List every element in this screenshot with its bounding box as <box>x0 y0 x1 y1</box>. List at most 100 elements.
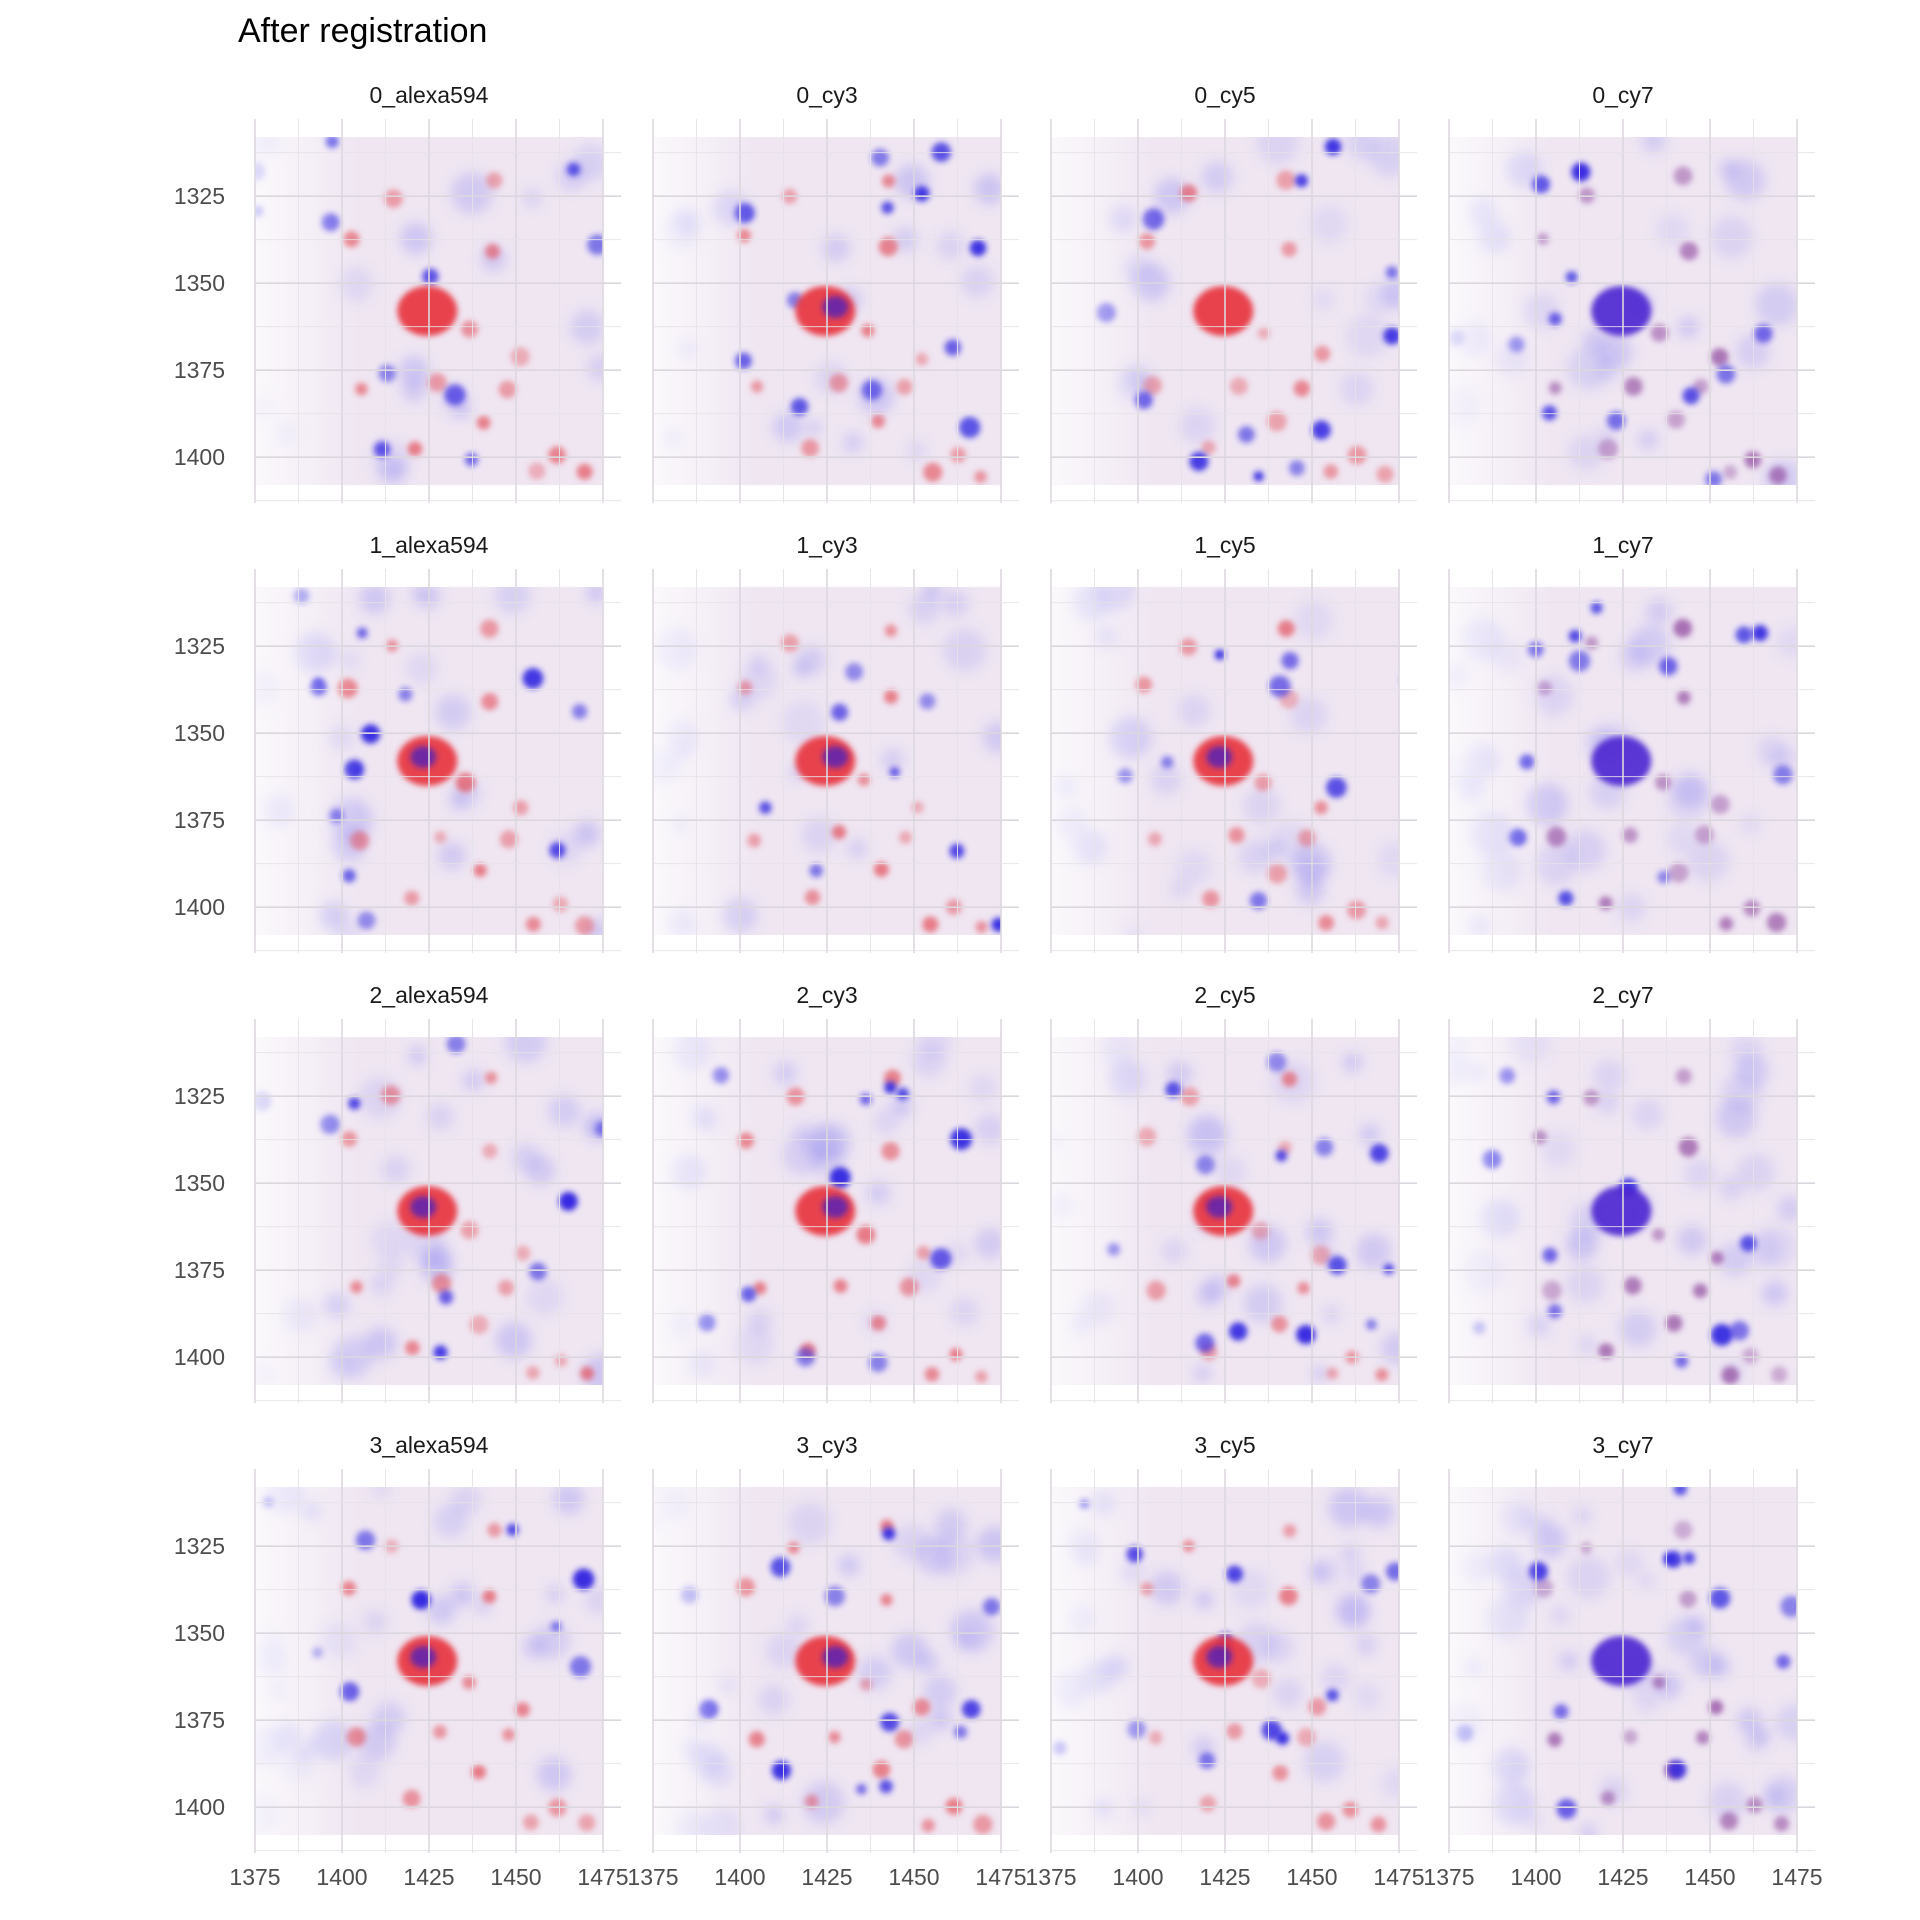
gridlines <box>1448 1019 1815 1403</box>
image-spots <box>1449 1487 1797 1835</box>
x-tick-label: 1400 <box>714 1864 765 1890</box>
facet-strip-label: 0_alexa594 <box>370 82 489 108</box>
facet-panel-1_alexa594: 1_alexa594 1325 1350 1375 1400 <box>174 532 621 953</box>
x-tick-label: 1425 <box>1597 1864 1648 1890</box>
x-tick-label: 1375 <box>1423 1864 1474 1890</box>
facet-panel-2_cy5: 2_cy5 <box>1050 982 1417 1403</box>
image-spots <box>255 1487 603 1835</box>
gridlines <box>652 569 1019 953</box>
y-tick-label: 1325 <box>174 1533 225 1559</box>
gridlines <box>652 119 1019 503</box>
y-tick-label: 1400 <box>174 1344 225 1370</box>
plot-title: After registration <box>238 12 487 50</box>
facet-strip-label: 2_cy5 <box>1194 982 1255 1008</box>
gridlines <box>1050 569 1417 953</box>
facet-strip-label: 2_cy7 <box>1592 982 1653 1008</box>
facet-panel-2_cy3: 2_cy3 <box>652 982 1019 1403</box>
x-tick-label: 1475 <box>975 1864 1026 1890</box>
image-spots <box>1051 587 1414 935</box>
facet-panel-2_cy7: 2_cy7 <box>1448 982 1815 1403</box>
y-tick-label: 1325 <box>174 1083 225 1109</box>
x-tick-label: 1450 <box>490 1864 541 1890</box>
x-tick-label: 1400 <box>1112 1864 1163 1890</box>
facet-panel-2_alexa594: 2_alexa594 1325 1350 1375 1400 <box>174 982 621 1403</box>
facet-strip-label: 0_cy3 <box>796 82 857 108</box>
gridlines <box>254 1469 621 1853</box>
facet-panel-0_cy3: 0_cy3 <box>652 82 1019 503</box>
y-tick-label: 1350 <box>174 720 225 746</box>
x-tick-label: 1450 <box>888 1864 939 1890</box>
facet-panel-1_cy3: 1_cy3 <box>652 532 1019 953</box>
image-spots <box>653 1037 1001 1385</box>
gridlines <box>1050 1019 1417 1403</box>
x-tick-label: 1475 <box>1771 1864 1822 1890</box>
gridlines <box>1448 569 1815 953</box>
image-spots <box>1051 1037 1399 1385</box>
x-tick-label: 1475 <box>577 1864 628 1890</box>
facet-strip-label: 1_alexa594 <box>370 532 489 558</box>
facet-strip-label: 2_cy3 <box>796 982 857 1008</box>
image-spots <box>1449 1037 1797 1385</box>
facet-panel-1_cy7: 1_cy7 <box>1448 532 1815 953</box>
x-tick-label: 1425 <box>403 1864 454 1890</box>
x-tick-label: 1475 <box>1373 1864 1424 1890</box>
facet-panel-3_cy7: 3_cy7 1375 1400 1425 1450 1475 <box>1423 1432 1822 1890</box>
image-spots <box>255 587 603 935</box>
image-spots <box>653 137 1001 485</box>
facet-strip-label: 3_cy5 <box>1194 1432 1255 1458</box>
facet-strip-label: 3_cy3 <box>796 1432 857 1458</box>
y-tick-label: 1375 <box>174 357 225 383</box>
x-tick-label: 1375 <box>1025 1864 1076 1890</box>
facet-panel-1_cy5: 1_cy5 <box>1050 532 1417 953</box>
x-tick-label: 1400 <box>1510 1864 1561 1890</box>
facet-panel-3_cy3: 3_cy3 1375 1400 1425 1450 1475 <box>627 1432 1026 1890</box>
gridlines <box>1050 119 1417 503</box>
facet-strip-label: 1_cy3 <box>796 532 857 558</box>
facet-strip-label: 3_cy7 <box>1592 1432 1653 1458</box>
blue-spot <box>1401 674 1414 687</box>
facet-strip-label: 3_alexa594 <box>370 1432 489 1458</box>
gridlines <box>254 119 621 503</box>
y-tick-label: 1325 <box>174 183 225 209</box>
x-tick-label: 1375 <box>229 1864 280 1890</box>
y-tick-label: 1400 <box>174 444 225 470</box>
y-tick-label: 1375 <box>174 807 225 833</box>
facet-strip-label: 1_cy5 <box>1194 532 1255 558</box>
gridlines <box>1050 1469 1417 1853</box>
gridlines <box>652 1019 1019 1403</box>
y-tick-label: 1325 <box>174 633 225 659</box>
gridlines <box>254 1019 621 1403</box>
x-tick-label: 1425 <box>801 1864 852 1890</box>
facet-strip-label: 1_cy7 <box>1592 532 1653 558</box>
y-tick-label: 1375 <box>174 1257 225 1283</box>
y-tick-label: 1350 <box>174 1170 225 1196</box>
image-spots <box>1449 137 1797 485</box>
gridlines <box>652 1469 1019 1853</box>
facet-panel-0_alexa594: 0_alexa594 1325 1350 1375 1400 <box>174 82 621 503</box>
x-tick-label: 1450 <box>1684 1864 1735 1890</box>
y-tick-label: 1350 <box>174 1620 225 1646</box>
gridlines <box>1448 1469 1815 1853</box>
x-tick-label: 1400 <box>316 1864 367 1890</box>
facet-panel-0_cy7: 0_cy7 <box>1448 82 1815 503</box>
facet-panels: 0_alexa594 1325 1350 1375 1400 0_cy3 0_cy5 0_cy… <box>174 82 1823 1890</box>
x-tick-label: 1425 <box>1199 1864 1250 1890</box>
x-tick-label: 1375 <box>627 1864 678 1890</box>
facet-panel-0_cy5: 0_cy5 <box>1050 82 1417 503</box>
facet-strip-label: 2_alexa594 <box>370 982 489 1008</box>
image-spots <box>1051 1487 1399 1835</box>
image-spots <box>1051 137 1399 485</box>
y-tick-label: 1400 <box>174 894 225 920</box>
facet-strip-label: 0_cy5 <box>1194 82 1255 108</box>
y-tick-label: 1400 <box>174 1794 225 1820</box>
facet-panel-3_alexa594: 3_alexa594 1325 1350 1375 1400 1375 1400 1425 14… <box>174 1432 629 1890</box>
facet-panel-3_cy5: 3_cy5 1375 1400 1425 1450 1475 <box>1025 1432 1424 1890</box>
y-tick-label: 1375 <box>174 1707 225 1733</box>
gridlines <box>254 569 621 953</box>
y-tick-label: 1350 <box>174 270 225 296</box>
image-spots <box>1449 587 1797 935</box>
x-tick-label: 1450 <box>1286 1864 1337 1890</box>
image-spots <box>255 1037 603 1385</box>
facet-strip-label: 0_cy7 <box>1592 82 1653 108</box>
